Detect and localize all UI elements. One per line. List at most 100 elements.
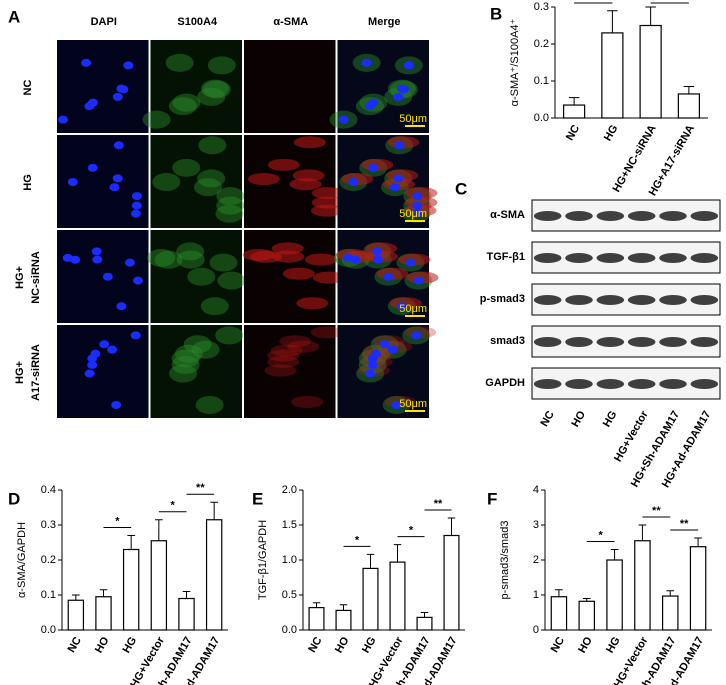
nucleus [87,163,98,172]
panel-letter: C [455,179,467,198]
nucleus [113,141,124,150]
error-bar [447,517,456,536]
error-bar [568,97,580,106]
cell-stain [197,169,226,188]
actin-stain [270,344,303,357]
significance-label: * [171,500,176,512]
error-bar [312,602,321,608]
panel-letter: E [252,489,263,508]
nucleus [109,183,120,192]
significance-label: * [115,515,120,527]
actin-stain [293,136,326,149]
actin-stain [292,169,325,182]
micrograph [150,135,242,228]
cell-stain [191,340,220,359]
cell-stain [215,204,244,223]
nucleus [116,302,127,311]
significance-label: ** [434,498,443,510]
micrograph [150,325,242,418]
micrograph [150,230,242,323]
nucleus [62,253,73,262]
x-tick-label: HG [360,635,379,655]
cell-stain [202,80,231,99]
blot-band [565,295,593,305]
significance-label: * [355,534,360,546]
y-tick-label: 2.0 [282,484,297,496]
nucleus [90,349,101,358]
row-label-line: A17-siRNA [30,344,42,401]
error-bar [99,589,108,597]
nucleus [403,61,414,70]
column-header: Merge [368,16,400,28]
row-label: NC [22,80,34,96]
nucleus [393,174,404,183]
error-bar [182,591,191,599]
actin-stain [287,340,320,353]
nucleus [111,400,122,409]
cell-stain [216,187,245,206]
nucleus [394,141,405,150]
bar [205,519,223,631]
blot-band [627,295,656,305]
actin-stain [267,349,300,362]
y-axis-label: α-SMA/GAPDH [16,522,28,598]
nucleus [368,98,379,107]
error-bar [420,612,429,618]
error-bar [683,86,695,94]
cell-stain [209,253,238,272]
bar [677,93,700,119]
x-tick-label: HO [93,635,112,656]
blot-band [659,253,687,263]
y-tick-label: 0.3 [41,519,56,531]
y-tick-label: 0.2 [41,554,56,566]
blot-strip [531,283,721,316]
x-tick-label: NC [564,123,582,143]
nucleus [350,255,361,264]
error-bar [638,524,647,541]
nucleus [398,85,409,94]
actin-stain [291,395,324,408]
y-tick-label: 0.4 [41,484,56,496]
nucleus [396,302,407,311]
y-axis-label: p-smad3/smad3 [499,521,511,600]
y-axis-label: TGF-β1/GAPDH [257,520,269,600]
bar [443,534,460,631]
significance-label: * [668,0,673,3]
cell-stain [152,173,181,192]
x-tick-label: NC [306,635,324,655]
y-tick-label: 1.5 [282,519,297,531]
row-label-line: NC-siRNA [30,251,42,304]
nucleus [130,331,141,340]
y-tick-label: 0.1 [534,75,549,87]
nucleus [411,209,422,218]
nucleus [131,192,142,201]
row-label: HG+ NC-siRNA [14,251,42,304]
blot-band [533,379,562,389]
nucleus [112,92,123,101]
x-tick-label: NC [66,635,84,655]
blot-band [533,211,562,221]
protein-label: GAPDH [485,377,525,389]
nucleus [372,255,383,264]
bar [639,24,662,119]
cell-stain [195,395,224,414]
column-header: α-SMA [273,16,308,28]
bar [308,606,325,631]
cell-stain [187,267,216,286]
nucleus [112,174,123,183]
blot-band [627,253,656,263]
actin-stain [296,297,329,310]
cell-stain [216,196,245,215]
bar [563,104,586,119]
nucleus [92,255,103,264]
blot-band [565,379,593,389]
blot-band [690,211,719,221]
lane-label: HG [601,409,620,429]
row-label-line: HG [22,174,34,191]
nucleus [361,58,372,67]
panel-letter: F [487,489,497,508]
actin-stain [310,326,343,339]
actin-stain [242,248,275,261]
nucleus [348,178,359,187]
